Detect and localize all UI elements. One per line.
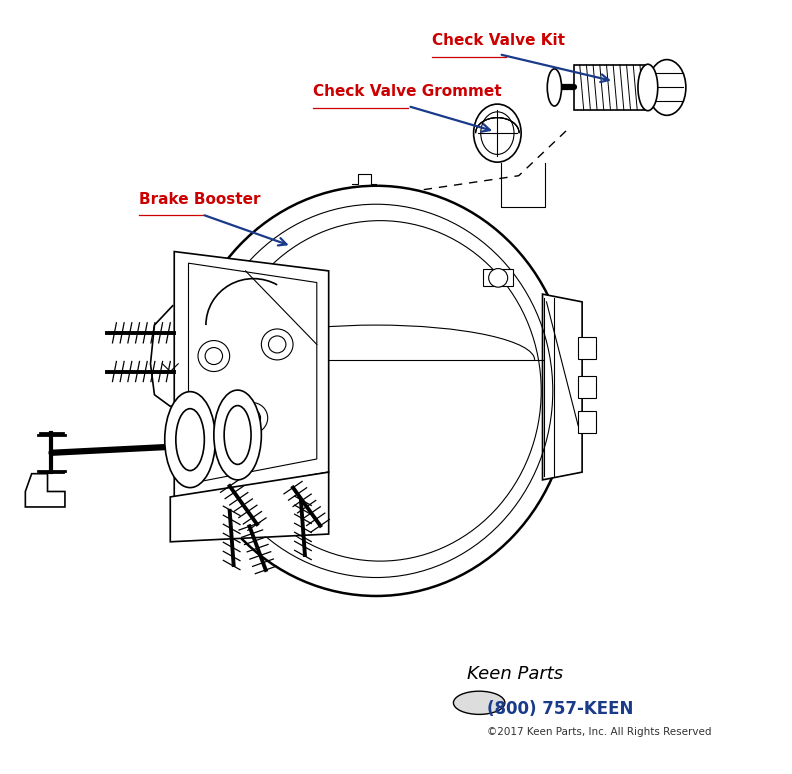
Text: (800) 757-KEEN: (800) 757-KEEN — [487, 700, 634, 718]
Circle shape — [261, 329, 293, 360]
Text: Brake Booster: Brake Booster — [139, 192, 260, 207]
Ellipse shape — [214, 390, 261, 480]
Polygon shape — [543, 294, 582, 480]
Circle shape — [198, 341, 230, 372]
Text: ©2017 Keen Parts, Inc. All Rights Reserved: ©2017 Keen Parts, Inc. All Rights Reserv… — [487, 727, 711, 737]
Ellipse shape — [224, 406, 251, 464]
Bar — [578, 411, 596, 433]
Ellipse shape — [481, 112, 514, 155]
Ellipse shape — [638, 64, 657, 111]
Circle shape — [205, 348, 223, 365]
Bar — [483, 269, 513, 286]
Ellipse shape — [176, 409, 204, 471]
Text: Keen Parts: Keen Parts — [467, 665, 563, 683]
Text: Check Valve Kit: Check Valve Kit — [432, 33, 565, 48]
Bar — [574, 65, 645, 110]
Ellipse shape — [182, 186, 570, 596]
Circle shape — [268, 336, 286, 353]
Ellipse shape — [453, 691, 505, 714]
Circle shape — [243, 409, 261, 426]
Ellipse shape — [648, 60, 686, 115]
Polygon shape — [170, 472, 329, 542]
Polygon shape — [25, 474, 65, 507]
Circle shape — [489, 269, 508, 287]
Polygon shape — [174, 252, 329, 499]
Circle shape — [236, 402, 268, 433]
Ellipse shape — [474, 104, 521, 163]
Ellipse shape — [547, 69, 562, 106]
Bar — [578, 376, 596, 398]
Text: Check Valve Grommet: Check Valve Grommet — [313, 84, 501, 99]
Ellipse shape — [165, 392, 215, 488]
Bar — [578, 337, 596, 359]
